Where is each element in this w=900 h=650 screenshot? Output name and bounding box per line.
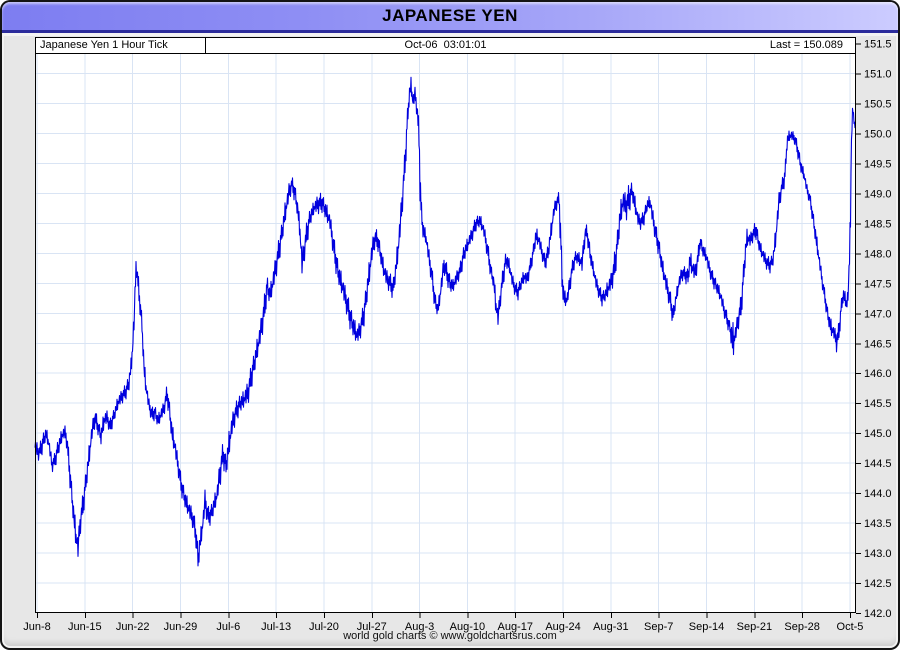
y-axis-label: 151.5 <box>864 39 892 51</box>
timestamp-label: Oct-06 03:01:01 <box>404 39 487 51</box>
x-axis-label: Aug-24 <box>545 621 580 633</box>
y-axis-label: 150.5 <box>864 99 892 111</box>
x-axis-label: Aug-17 <box>497 621 532 633</box>
y-axis-label: 146.5 <box>864 338 892 350</box>
x-axis-label: Jul-20 <box>309 621 339 633</box>
y-axis-label: 150.0 <box>864 128 892 140</box>
instrument-label: Japanese Yen 1 Hour Tick <box>40 39 168 51</box>
y-axis-label: 148.0 <box>864 248 892 260</box>
x-axis-label: Jul-13 <box>261 621 291 633</box>
x-axis-label: Jun-22 <box>116 621 150 633</box>
titlebar: JAPANESE YEN <box>2 2 898 33</box>
y-axis-label: 142.5 <box>864 578 892 590</box>
x-axis-label: Aug-10 <box>450 621 485 633</box>
y-axis-label: 148.5 <box>864 218 892 230</box>
y-axis-label: 145.0 <box>864 428 892 440</box>
x-axis-label: Jul-27 <box>357 621 387 633</box>
titlebar-divider <box>2 33 898 36</box>
x-axis-label: Aug-31 <box>593 621 628 633</box>
y-axis-label: 147.5 <box>864 278 892 290</box>
last-price-label: Last = 150.089 <box>769 38 855 53</box>
x-axis-label: Jun-15 <box>68 621 102 633</box>
y-axis-label: 147.0 <box>864 308 892 320</box>
y-axis-label: 144.5 <box>864 458 892 470</box>
x-axis-label: Aug-3 <box>405 621 434 633</box>
price-line <box>34 76 856 567</box>
y-axis-label: 143.0 <box>864 548 892 560</box>
x-axis-label: Jun-29 <box>164 621 198 633</box>
window-title: JAPANESE YEN <box>382 6 518 25</box>
x-axis-label: Sep-21 <box>737 621 772 633</box>
y-axis-label: 151.0 <box>864 69 892 81</box>
x-axis-label: Sep-14 <box>689 621 724 633</box>
x-axis-label: Sep-28 <box>784 621 819 633</box>
y-axis-label: 149.0 <box>864 188 892 200</box>
x-axis-label: Jun-8 <box>23 621 51 633</box>
y-axis-label: 145.5 <box>864 398 892 410</box>
footer-credit: world gold charts © www.goldchartsrus.co… <box>343 630 557 642</box>
y-axis-label: 144.0 <box>864 488 892 500</box>
plot-frame <box>35 37 856 613</box>
instrument-label-box: Japanese Yen 1 Hour Tick <box>36 38 206 53</box>
chart-header-strip: Oct-06 03:01:01 Japanese Yen 1 Hour Tick… <box>36 38 855 54</box>
x-axis-label: Jul-6 <box>216 621 240 633</box>
y-axis-label: 142.0 <box>864 608 892 620</box>
y-axis-label: 143.5 <box>864 518 892 530</box>
x-axis-label: Oct-5 <box>837 621 864 633</box>
y-axis-label: 149.5 <box>864 158 892 170</box>
x-axis-label: Sep-7 <box>644 621 673 633</box>
y-axis-label: 146.0 <box>864 368 892 380</box>
